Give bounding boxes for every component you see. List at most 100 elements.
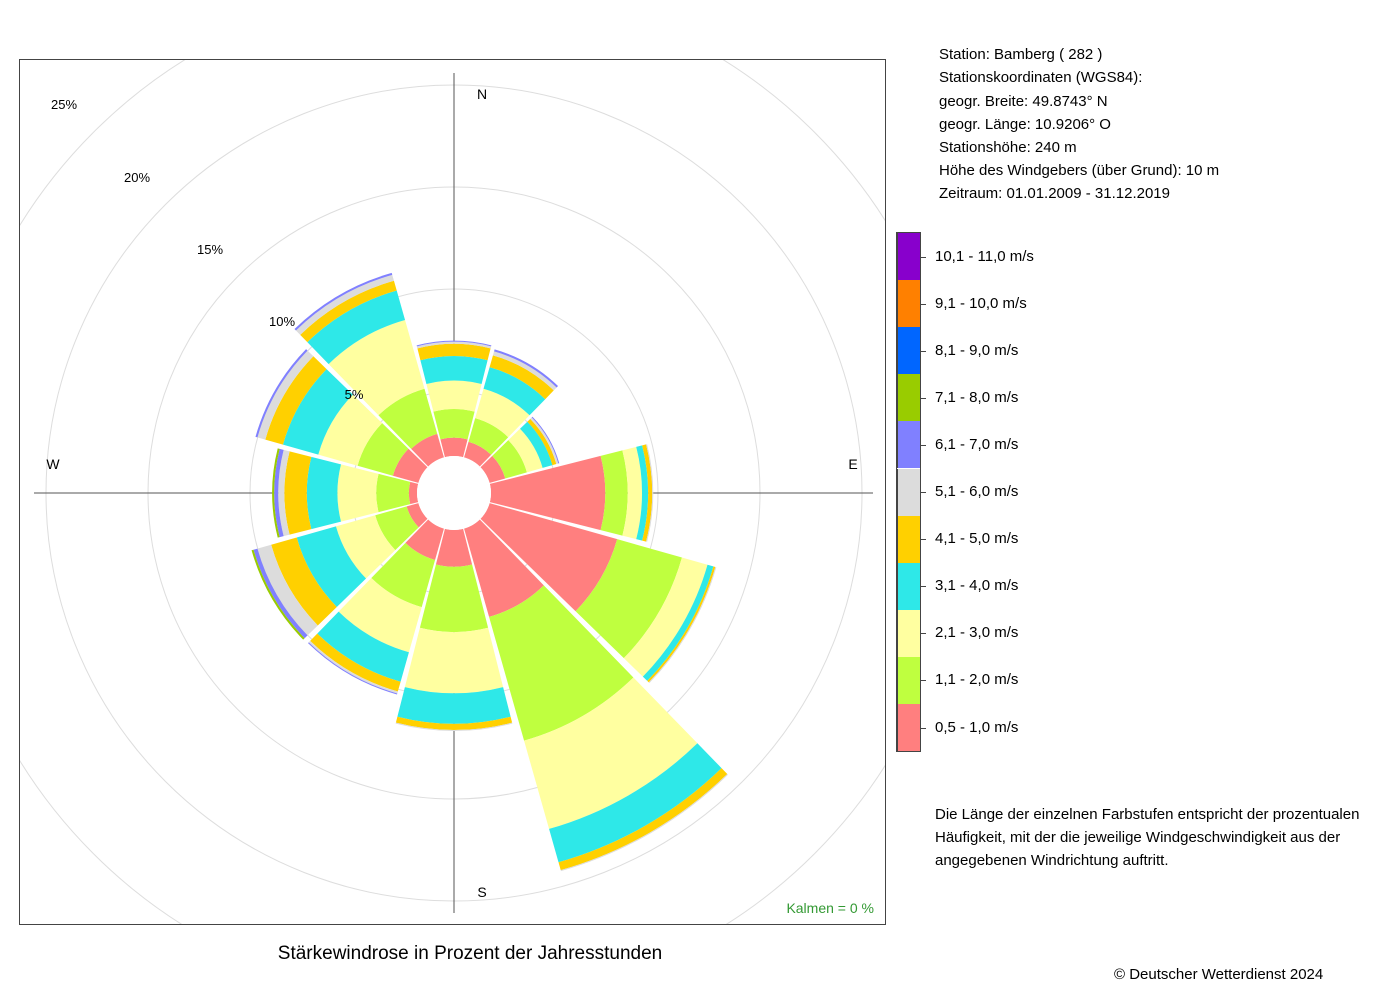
legend-tick-5 bbox=[921, 539, 926, 541]
sector-60-speed-3 bbox=[508, 428, 543, 473]
sector-180-speed-5 bbox=[395, 716, 513, 730]
sector-150-speed-2 bbox=[489, 585, 634, 741]
wind-rose-plot-area: 5% 10% 15% 20% 25% N E S W Kalmen = 0 % bbox=[19, 59, 886, 925]
legend-swatch-3 bbox=[897, 609, 921, 657]
latitude-label: geogr. Breite: 49.8743° N bbox=[939, 93, 1108, 110]
legend-label-3: 2,1 - 3,0 m/s bbox=[935, 624, 1019, 642]
sector-90-speed-3 bbox=[622, 446, 642, 540]
sector-60-speed-5 bbox=[527, 418, 557, 466]
sector-240-speed-5 bbox=[271, 537, 337, 626]
sector-0-speed-1 bbox=[440, 437, 468, 458]
legend-label-1: 0,5 - 1,0 m/s bbox=[935, 718, 1019, 736]
legend-label-2: 1,1 - 2,0 m/s bbox=[935, 671, 1019, 689]
sector-0-speed-3 bbox=[426, 380, 482, 412]
sector-270-speed-6 bbox=[278, 449, 290, 537]
sector-150-speed-4 bbox=[549, 743, 722, 863]
legend-swatch-1 bbox=[897, 704, 921, 751]
direction-label-s: S bbox=[477, 884, 486, 900]
sector-90-speed-5 bbox=[642, 444, 653, 542]
sector-90-speed-2 bbox=[600, 450, 628, 536]
sector-180-speed-2 bbox=[419, 564, 489, 633]
sector-240-speed-3 bbox=[335, 515, 396, 579]
legend-tick-11 bbox=[921, 256, 926, 258]
sector-60-speed-4 bbox=[520, 421, 553, 468]
center-hole bbox=[417, 456, 491, 530]
legend-swatch-2 bbox=[897, 656, 921, 704]
note-line-2: Häufigkeit, mit der die jeweilige Windge… bbox=[935, 829, 1341, 846]
period-label: Zeitraum: 01.01.2009 - 31.12.2019 bbox=[939, 185, 1170, 202]
direction-label-n: N bbox=[477, 86, 487, 102]
sector-30-speed-6 bbox=[492, 351, 557, 391]
legend-tick-1 bbox=[921, 727, 926, 729]
sector-150-speed-1 bbox=[464, 519, 544, 617]
legend-label-4: 3,1 - 4,0 m/s bbox=[935, 577, 1019, 595]
legend-tick-6 bbox=[921, 492, 926, 494]
legend-label-6: 5,1 - 6,0 m/s bbox=[935, 483, 1019, 501]
sector-300-speed-1 bbox=[392, 448, 428, 483]
sector-0-speed-7 bbox=[416, 340, 492, 347]
sector-210-speed-2 bbox=[371, 542, 436, 608]
legend-tick-9 bbox=[921, 350, 926, 352]
ring-label-4: 20% bbox=[124, 170, 150, 185]
sector-0-speed-6 bbox=[416, 341, 492, 349]
note-line-3: angegebenen Windrichtung auftritt. bbox=[935, 852, 1169, 869]
sector-90-speed-4 bbox=[636, 445, 649, 541]
coordinates-header: Stationskoordinaten (WGS84): bbox=[939, 69, 1143, 86]
sector-90-speed-6 bbox=[646, 444, 654, 542]
sector-180-speed-6 bbox=[395, 722, 513, 731]
altitude-label: Stationshöhe: 240 m bbox=[939, 139, 1077, 156]
sector-60-speed-1 bbox=[480, 455, 506, 483]
sector-240-speed-2 bbox=[375, 506, 419, 551]
legend-label-11: 10,1 - 11,0 m/s bbox=[935, 247, 1034, 265]
legend-label-10: 9,1 - 10,0 m/s bbox=[935, 294, 1027, 312]
ring-label-1: 5% bbox=[345, 387, 364, 402]
sector-120-speed-3 bbox=[623, 557, 708, 677]
wind-rose-chart: 5% 10% 15% 20% 25% N E S W Kalmen = 0 % bbox=[20, 60, 885, 924]
sector-270-speed-2 bbox=[376, 473, 411, 513]
sector-270-speed-5 bbox=[284, 451, 312, 535]
sector-30-speed-3 bbox=[475, 388, 530, 438]
legend-label-7: 6,1 - 7,0 m/s bbox=[935, 435, 1019, 453]
sector-330-speed-5 bbox=[300, 280, 397, 343]
copyright: © Deutscher Wetterdienst 2024 bbox=[1114, 966, 1324, 983]
sensor-height-label: Höhe des Windgebers (über Grund): 10 m bbox=[939, 162, 1220, 179]
legend-label-9: 8,1 - 9,0 m/s bbox=[935, 341, 1019, 359]
sector-0-speed-4 bbox=[420, 356, 488, 384]
legend-tick-3 bbox=[921, 633, 926, 635]
sector-120-speed-4 bbox=[642, 564, 714, 681]
legend-tick-2 bbox=[921, 680, 926, 682]
sector-210-speed-3 bbox=[338, 578, 422, 653]
sector-180-speed-3 bbox=[404, 627, 504, 694]
ring-label-3: 15% bbox=[197, 242, 223, 257]
sector-120-speed-1 bbox=[480, 503, 618, 612]
legend-swatch-4 bbox=[897, 562, 921, 610]
legend-swatch-11 bbox=[897, 233, 921, 280]
sector-30-speed-7 bbox=[494, 349, 559, 388]
sector-150-speed-5 bbox=[558, 768, 728, 871]
sector-30-speed-2 bbox=[468, 418, 509, 455]
legend-swatch-9 bbox=[897, 327, 921, 375]
sector-300-speed-3 bbox=[318, 394, 383, 466]
sector-30-speed-1 bbox=[464, 441, 492, 467]
legend-swatch-5 bbox=[897, 515, 921, 563]
sector-240-speed-6 bbox=[257, 544, 318, 636]
sector-210-speed-1 bbox=[405, 519, 444, 561]
sector-30-speed-4 bbox=[483, 367, 546, 416]
sector-270-speed-1 bbox=[408, 481, 419, 505]
sector-0-speed-2 bbox=[433, 409, 475, 440]
legend-swatch-6 bbox=[897, 468, 921, 516]
legend-swatch-8 bbox=[897, 374, 921, 422]
legend-swatch-10 bbox=[897, 280, 921, 328]
sector-300-speed-4 bbox=[282, 369, 353, 455]
sector-240-speed-1 bbox=[406, 503, 428, 528]
sector-180-speed-1 bbox=[435, 528, 473, 567]
sector-330-speed-2 bbox=[378, 388, 438, 449]
sector-240-speed-7 bbox=[253, 548, 308, 639]
legend-label-8: 7,1 - 8,0 m/s bbox=[935, 388, 1019, 406]
sector-210-speed-4 bbox=[317, 611, 409, 682]
direction-label-w: W bbox=[46, 456, 60, 472]
direction-label-e: E bbox=[848, 456, 857, 472]
sector-120-speed-2 bbox=[575, 539, 682, 659]
calm-label: Kalmen = 0 % bbox=[786, 900, 874, 916]
sector-330-speed-6 bbox=[295, 274, 394, 335]
